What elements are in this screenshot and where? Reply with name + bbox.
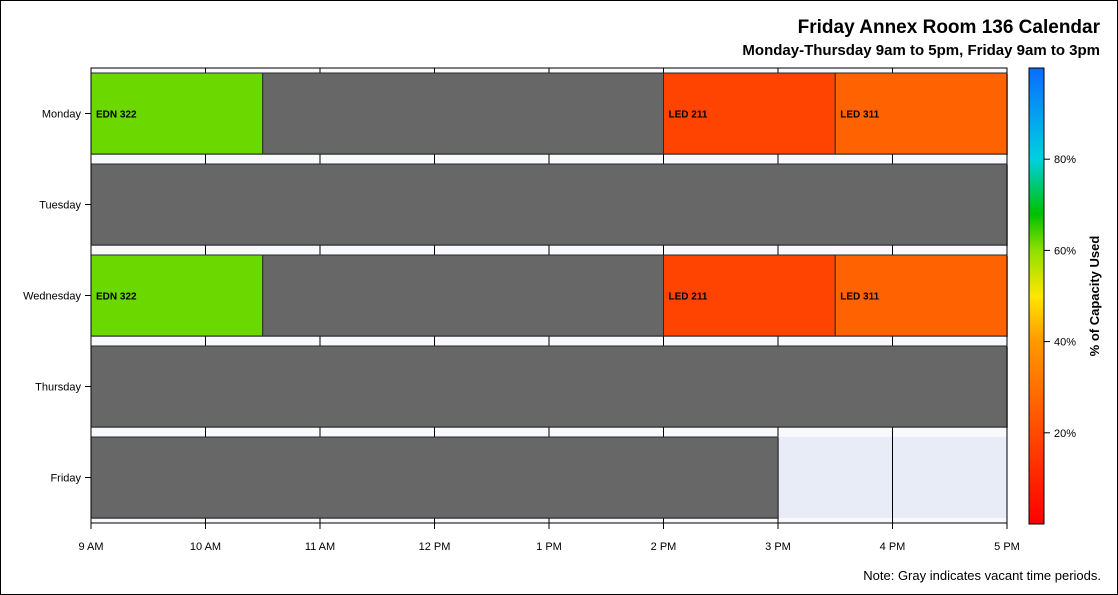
colorbar-tick-label: 40% [1054, 337, 1076, 349]
class-bar[interactable] [663, 254, 836, 337]
colorbar-title: % of Capacity Used [1087, 236, 1102, 357]
colorbar-tick-label: 80% [1054, 154, 1076, 166]
footnote: Note: Gray indicates vacant time periods… [863, 568, 1101, 583]
chart-title: Friday Annex Room 136 Calendar [798, 17, 1101, 38]
bar-label: EDN 322 [96, 110, 137, 121]
bar-label: EDN 322 [96, 292, 137, 303]
x-tick-label: 1 PM [536, 541, 562, 553]
vacant-bar[interactable] [262, 254, 664, 337]
x-tick-label: 12 PM [419, 541, 451, 553]
class-bar[interactable] [90, 254, 264, 337]
vacant-bar[interactable] [90, 163, 1008, 246]
colorbar-tick-label: 60% [1054, 245, 1076, 257]
x-tick-label: 2 PM [651, 541, 677, 553]
colorbar-legend: 20% 40% 60% 80% % of Capacity Used [1028, 67, 1102, 525]
bar-label: LED 311 [840, 110, 879, 121]
x-tick-label: 3 PM [765, 541, 791, 553]
class-bar[interactable] [663, 72, 836, 155]
y-tick-label: Monday [42, 109, 82, 121]
plot-area: EDN 322 LED 211 LED 311 EDN 322 LED 211 LED 3… [23, 67, 1020, 553]
class-bar[interactable] [834, 72, 1008, 155]
y-tick-label: Wednesday [23, 291, 81, 303]
x-tick-label: 4 PM [880, 541, 906, 553]
vacant-bar[interactable] [262, 72, 664, 155]
x-tick-label: 9 AM [78, 541, 103, 553]
y-tick-label: Friday [50, 473, 81, 485]
vacant-bar[interactable] [90, 345, 1008, 428]
vacant-bar[interactable] [90, 436, 779, 519]
bar-label: LED 311 [840, 292, 879, 303]
y-tick-label: Thursday [35, 382, 81, 394]
x-tick-label: 11 AM [305, 541, 335, 553]
class-bar[interactable] [834, 254, 1008, 337]
x-tick-label: 5 PM [994, 541, 1020, 553]
x-tick-label: 10 AM [190, 541, 221, 553]
colorbar-tick-label: 20% [1054, 428, 1076, 440]
colorbar-gradient [1028, 67, 1045, 525]
bar-label: LED 211 [669, 110, 708, 121]
y-tick-label: Tuesday [39, 200, 81, 212]
bar-label: LED 211 [669, 292, 708, 303]
chart-subtitle: Monday-Thursday 9am to 5pm, Friday 9am t… [742, 42, 1100, 59]
